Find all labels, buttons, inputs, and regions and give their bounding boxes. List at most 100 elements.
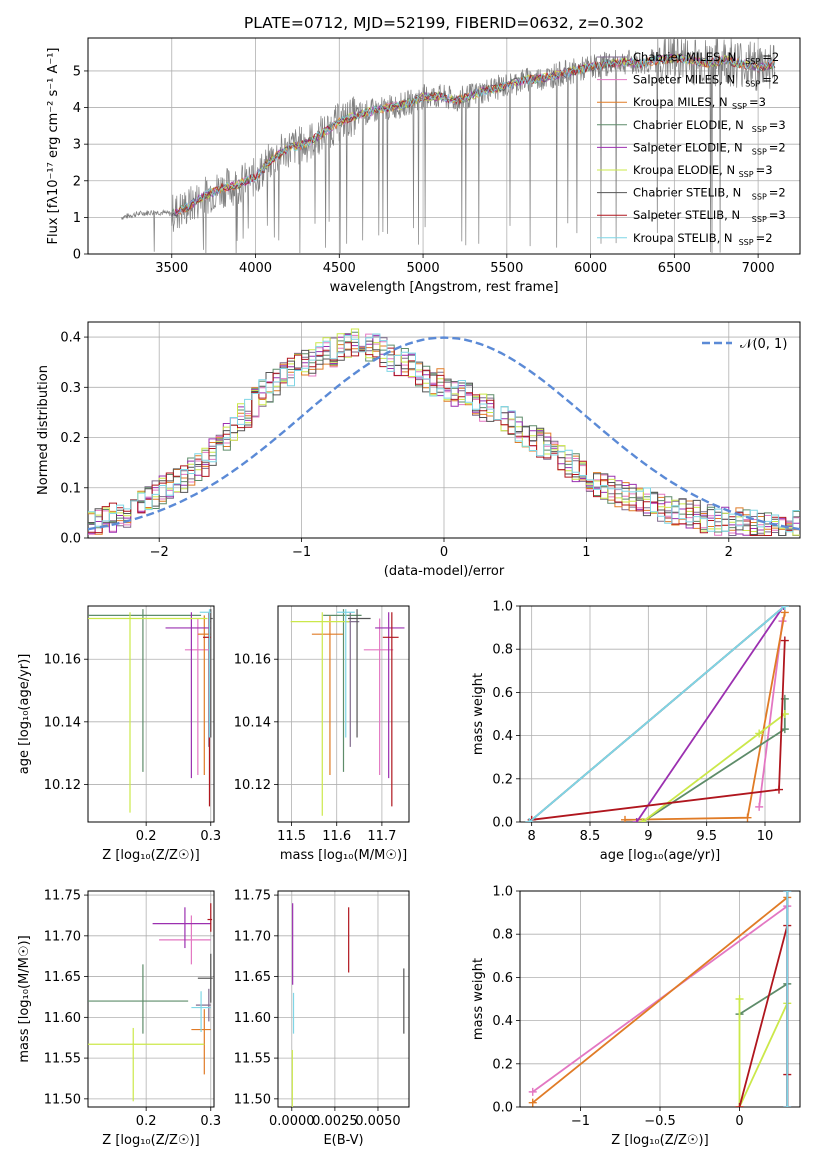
weight-marker	[528, 1087, 537, 1096]
z-age-xtick-label: 0.2	[136, 829, 157, 844]
residuals-xtick-label: −1	[292, 545, 311, 560]
weight-marker	[525, 818, 534, 822]
spectrum-xtick-label: 4500	[323, 261, 356, 276]
mass-age-ytick-label: 10.14	[234, 715, 271, 730]
weight-line	[532, 896, 788, 1104]
residuals-xtick-label: −2	[150, 545, 169, 560]
spectrum-xtick-label: 4000	[239, 261, 272, 276]
z-age-plot-area	[88, 609, 213, 813]
legend-nssp: =3	[749, 95, 766, 109]
spectrum-ylabel: Flux [fλ10⁻¹⁷ erg cm⁻² s⁻¹ A⁻¹]	[46, 48, 61, 245]
weight-marker	[775, 785, 783, 794]
spectrum-ytick-label: 1	[73, 211, 81, 226]
weight-marker	[743, 813, 752, 822]
weight-marker	[779, 606, 788, 610]
legend-label: Salpeter STELIB, N	[633, 208, 740, 222]
z-mass-ytick-label: 11.50	[44, 1092, 81, 1107]
age-weight-ytick-label: 0.2	[492, 772, 513, 787]
mass-age-xlabel: mass [log₁₀(M/M☉)]	[280, 848, 407, 863]
ebv-mass-xtick-label: 0.0050	[355, 1114, 401, 1129]
ebv-mass-frame	[277, 890, 410, 1108]
legend-nssp: =2	[769, 140, 786, 154]
residuals-plot-area	[88, 328, 800, 536]
z-age-ylabel: age [log₁₀(age/yr)]	[17, 654, 32, 775]
z-weight-ytick-label: 0.2	[492, 1057, 513, 1072]
age-weight-ytick-label: 0.0	[492, 816, 513, 831]
spectrum-plot-area	[121, 38, 776, 254]
weight-marker	[638, 818, 647, 822]
spectrum-xtick-label: 5500	[490, 261, 523, 276]
weight-marker	[755, 802, 764, 811]
z-mass-plot-area	[88, 903, 213, 1102]
z-age-frame	[87, 605, 215, 823]
legend-label: Chabrier ELODIE, N	[633, 118, 744, 132]
z-mass-xtick-label: 0.3	[200, 1114, 221, 1129]
legend-nssp: =2	[769, 186, 786, 200]
residuals-xtick-label: 1	[582, 545, 590, 560]
ebv-mass-xtick-label: 0.0025	[312, 1114, 358, 1129]
weight-line	[739, 982, 789, 1107]
z-weight-frame	[519, 890, 801, 1108]
age-weight-xtick-label: 8	[528, 829, 536, 844]
histogram-step	[88, 342, 800, 536]
z-mass-xlabel: Z [log₁₀(Z/Z☉)]	[102, 1133, 199, 1148]
residuals-xtick-label: 2	[725, 545, 733, 560]
weight-line	[758, 620, 784, 808]
z-age-xlabel: Z [log₁₀(Z/Z☉)]	[102, 848, 199, 863]
mass-age-plot-area	[290, 609, 405, 816]
spectrum-xlabel: wavelength [Angstrom, rest frame]	[330, 280, 559, 295]
legend-nssp: =2	[756, 231, 773, 245]
z-weight-ytick-label: 1.0	[492, 885, 513, 900]
weight-line	[528, 606, 786, 822]
weight-line	[738, 925, 789, 1107]
weight-marker	[783, 1103, 792, 1107]
z-weight-xtick-label: −0.5	[644, 1114, 676, 1129]
weight-marker	[735, 995, 744, 1003]
z-mass-ytick-label: 11.65	[44, 970, 81, 985]
spectrum-xtick-label: 6500	[658, 261, 691, 276]
legend-label: Kroupa ELODIE, N	[633, 163, 735, 177]
spectrum-xtick-label: 3500	[155, 261, 188, 276]
residuals-ytick-label: 0.0	[60, 532, 81, 547]
age-weight-ytick-label: 0.8	[492, 643, 513, 658]
legend-nssp: =2	[762, 50, 779, 64]
age-weight-xtick-label: 10	[757, 829, 774, 844]
legend-label: Salpeter MILES, N	[633, 73, 735, 87]
legend-label: Kroupa STELIB, N	[633, 231, 733, 245]
weight-line	[635, 606, 785, 822]
weight-line	[738, 999, 789, 1107]
spectrum-ytick-label: 5	[73, 64, 81, 79]
weight-line	[531, 640, 786, 821]
z-age-xtick-label: 0.3	[200, 829, 221, 844]
age-weight-plot-area	[525, 606, 789, 822]
figure-title: PLATE=0712, MJD=52199, FIBERID=0632, z=0…	[244, 14, 644, 32]
legend-sub: SSP	[739, 238, 754, 247]
weight-marker	[780, 636, 789, 645]
mass-age-xtick-label: 11.7	[367, 829, 396, 844]
ebv-mass-xlabel: E(B-V)	[323, 1133, 363, 1148]
mass-age-ytick-label: 10.16	[234, 653, 271, 668]
ebv-mass-ytick-label: 11.65	[234, 970, 271, 985]
z-mass-ytick-label: 11.55	[44, 1052, 81, 1067]
legend-nssp: =3	[769, 208, 786, 222]
z-age-ytick-label: 10.14	[44, 715, 81, 730]
age-weight-ytick-label: 1.0	[492, 600, 513, 615]
weight-marker	[780, 606, 789, 610]
mass-age-frame	[277, 605, 410, 823]
legend-sub: SSP	[752, 147, 767, 156]
weight-marker	[528, 1098, 537, 1107]
legend-nssp: =2	[762, 73, 779, 87]
z-weight-ylabel: mass weight	[471, 958, 486, 1040]
legend-nssp: =3	[756, 163, 773, 177]
ebv-mass-ytick-label: 11.70	[234, 929, 271, 944]
ebv-mass-ytick-label: 11.55	[234, 1052, 271, 1067]
ebv-mass-ytick-label: 11.50	[234, 1092, 271, 1107]
age-weight-frame	[519, 605, 801, 823]
z-weight-xtick-label: −1	[571, 1114, 590, 1129]
gaussian-curve	[88, 336, 800, 531]
z-mass-xtick-label: 0.2	[136, 1114, 157, 1129]
legend-sub: SSP	[739, 170, 754, 179]
legend-sub: SSP	[745, 80, 760, 89]
residuals-xtick-label: 0	[440, 545, 448, 560]
